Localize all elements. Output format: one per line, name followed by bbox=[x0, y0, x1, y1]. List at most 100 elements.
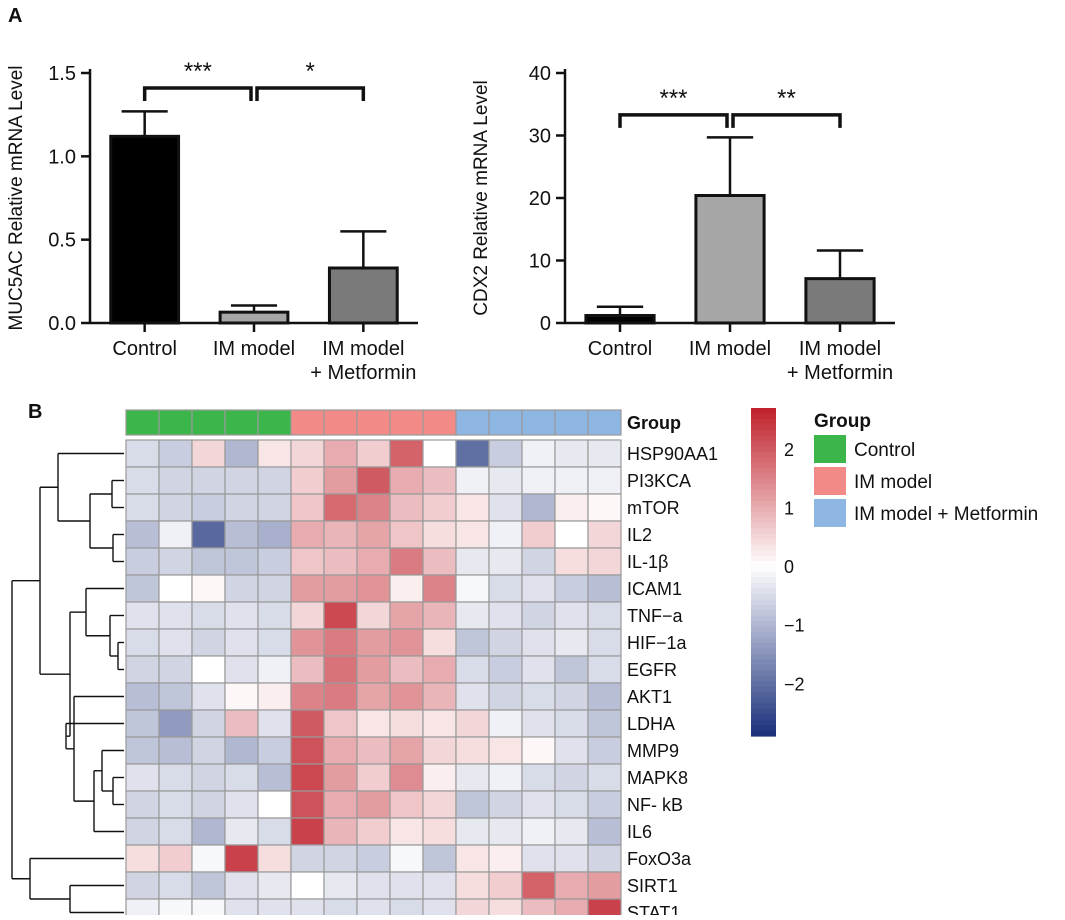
heatmap-cell bbox=[389, 574, 424, 603]
heatmap-cell bbox=[191, 655, 226, 684]
heatmap-cell bbox=[521, 871, 556, 900]
heatmap-cell bbox=[422, 493, 457, 522]
heatmap-cell bbox=[587, 817, 622, 846]
group-annotation-cell bbox=[554, 409, 589, 436]
colorbar-segment bbox=[751, 654, 776, 661]
colorbar-segment bbox=[751, 648, 776, 655]
heatmap-cell bbox=[125, 790, 160, 819]
colorbar-segment bbox=[751, 714, 776, 721]
group-annotation-cell bbox=[422, 409, 457, 436]
heatmap-cell bbox=[422, 655, 457, 684]
heatmap-cell bbox=[521, 493, 556, 522]
colorbar-segment bbox=[751, 692, 776, 699]
group-annotation-cell bbox=[158, 409, 193, 436]
colorbar-segment bbox=[751, 719, 776, 726]
heatmap-cell bbox=[554, 790, 589, 819]
heatmap-cell bbox=[488, 709, 523, 738]
heatmap-cell bbox=[356, 817, 391, 846]
heatmap-cell bbox=[587, 871, 622, 900]
colorbar-segment bbox=[751, 457, 776, 464]
heatmap-cell bbox=[290, 601, 325, 630]
heatmap-cell bbox=[224, 736, 259, 765]
heatmap-cell bbox=[587, 655, 622, 684]
row-label: HSP90AA1 bbox=[627, 444, 718, 464]
legend-swatch bbox=[814, 467, 846, 495]
colorbar-segment bbox=[751, 506, 776, 513]
heatmap-cell bbox=[290, 682, 325, 711]
row-label: LDHA bbox=[627, 714, 675, 734]
group-annotation-cell bbox=[323, 409, 358, 436]
heatmap-cell bbox=[257, 763, 292, 792]
colorbar-segment bbox=[751, 451, 776, 458]
heatmap-cell bbox=[521, 817, 556, 846]
heatmap-cell bbox=[488, 817, 523, 846]
heatmap-cell bbox=[191, 520, 226, 549]
heatmap-cell bbox=[191, 817, 226, 846]
heatmap-cell bbox=[257, 493, 292, 522]
group-annotation-cell bbox=[488, 409, 523, 436]
heatmap-cell bbox=[554, 763, 589, 792]
heatmap-cell bbox=[323, 844, 358, 873]
heatmap-cell bbox=[587, 682, 622, 711]
colorbar-tick-label: 2 bbox=[784, 440, 794, 460]
heatmap-cell bbox=[554, 817, 589, 846]
row-label: TNF−a bbox=[627, 606, 684, 626]
group-legend: Group Control IM model IM model + Metformin bbox=[814, 411, 1038, 527]
heatmap-cell bbox=[587, 466, 622, 495]
heatmap-cell bbox=[224, 763, 259, 792]
heatmap-cell bbox=[587, 439, 622, 468]
heatmap-cell bbox=[587, 493, 622, 522]
heatmap-cell bbox=[125, 709, 160, 738]
heatmap-cell bbox=[191, 763, 226, 792]
heatmap-cell bbox=[323, 601, 358, 630]
heatmap-cell bbox=[323, 520, 358, 549]
row-label: NF- kB bbox=[627, 795, 683, 815]
bar bbox=[804, 277, 876, 325]
heatmap-cell bbox=[521, 790, 556, 819]
heatmap-cell bbox=[554, 871, 589, 900]
heatmap-cell bbox=[125, 466, 160, 495]
group-annotation-title: Group bbox=[627, 413, 681, 433]
x-tick-label: IM model bbox=[689, 338, 771, 360]
heatmap-cell bbox=[488, 466, 523, 495]
heatmap-cell bbox=[224, 844, 259, 873]
heatmap-cell bbox=[455, 817, 490, 846]
heatmap-cell bbox=[323, 817, 358, 846]
heatmap-cell bbox=[422, 817, 457, 846]
colorbar-segment bbox=[751, 511, 776, 518]
row-label: AKT1 bbox=[627, 687, 672, 707]
colorbar-segment bbox=[751, 604, 776, 611]
heatmap-cell bbox=[191, 466, 226, 495]
heatmap-cell bbox=[455, 763, 490, 792]
significance-bracket bbox=[618, 113, 729, 128]
heatmap-cell bbox=[422, 871, 457, 900]
heatmap-cell bbox=[356, 682, 391, 711]
heatmap-cell bbox=[587, 709, 622, 738]
heatmap-cell bbox=[125, 628, 160, 657]
significance-label: *** bbox=[184, 58, 212, 85]
heatmap-cell bbox=[224, 493, 259, 522]
heatmap-cell bbox=[455, 466, 490, 495]
colorbar-segment bbox=[751, 725, 776, 732]
significance-label: * bbox=[305, 58, 314, 85]
heatmap-cell bbox=[323, 547, 358, 576]
heatmap-cell bbox=[257, 520, 292, 549]
y-tick-label: 30 bbox=[529, 126, 551, 148]
heatmap-cell bbox=[554, 844, 589, 873]
heatmap-cell bbox=[389, 439, 424, 468]
heatmap-cell bbox=[290, 655, 325, 684]
heatmap-cell bbox=[422, 790, 457, 819]
heatmap-cell bbox=[257, 790, 292, 819]
heatmap-cell bbox=[257, 547, 292, 576]
heatmap-cell bbox=[290, 628, 325, 657]
heatmap-cell bbox=[488, 736, 523, 765]
heatmap-cell bbox=[125, 898, 160, 920]
heatmap-cell bbox=[422, 439, 457, 468]
heatmap-cell bbox=[158, 709, 193, 738]
significance-bracket bbox=[731, 113, 842, 128]
heatmap-cell bbox=[422, 574, 457, 603]
heatmap-cell bbox=[488, 574, 523, 603]
heatmap-cell bbox=[191, 871, 226, 900]
heatmap-cell bbox=[587, 601, 622, 630]
heatmap-cell bbox=[158, 574, 193, 603]
